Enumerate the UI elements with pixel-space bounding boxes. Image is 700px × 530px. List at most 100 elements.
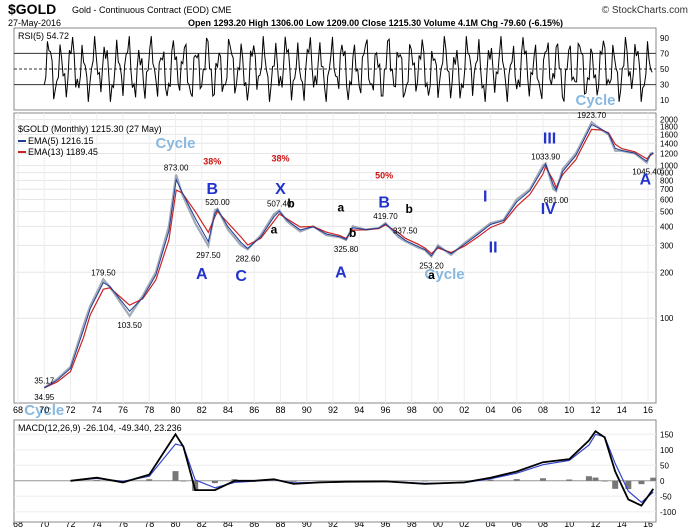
price-y-tick: 500: [660, 208, 674, 217]
wave-label: B: [206, 181, 218, 198]
x-tick-bottom: 02: [459, 519, 469, 529]
x-tick-top: 78: [144, 405, 154, 415]
macd-label: MACD(12,26,9) -26.104, -49.340, 23.236: [18, 423, 182, 433]
x-tick-top: 12: [590, 405, 600, 415]
price-legend-ema13: EMA(13) 1189.45: [28, 147, 98, 157]
x-tick-top: 86: [249, 405, 259, 415]
wave-label: Cycle: [155, 135, 195, 152]
x-tick-top: 70: [39, 405, 49, 415]
price-y-tick: 100: [660, 314, 674, 323]
price-point-label: 282.60: [235, 254, 260, 263]
x-tick-top: 98: [407, 405, 417, 415]
macd-histogram-bar: [513, 479, 520, 481]
wave-label: Cycle: [425, 266, 465, 283]
chart-date: 27-May-2016: [8, 18, 62, 28]
x-tick-top: 82: [197, 405, 207, 415]
x-tick-bottom: 84: [223, 519, 233, 529]
price-y-tick: 1400: [660, 139, 678, 148]
price-y-tick: 1200: [660, 149, 678, 158]
price-point-label: 1923.70: [577, 111, 606, 120]
x-tick-bottom: 96: [380, 519, 390, 529]
x-tick-bottom: 94: [354, 519, 364, 529]
price-point-label: 873.00: [164, 164, 189, 173]
x-tick-bottom: 80: [170, 519, 180, 529]
x-tick-bottom: 86: [249, 519, 259, 529]
x-tick-bottom: 08: [538, 519, 548, 529]
price-point-label: 520.00: [205, 198, 230, 207]
macd-y-tick: 50: [660, 461, 669, 470]
macd-histogram-bar: [650, 477, 657, 481]
wave-label: A: [640, 172, 652, 189]
rsi-y-tick: 50: [660, 65, 669, 74]
price-point-label: 179.50: [91, 268, 116, 277]
macd-histogram-bar: [421, 480, 428, 482]
x-tick-top: 96: [380, 405, 390, 415]
x-tick-top: 84: [223, 405, 233, 415]
price-y-tick: 200: [660, 268, 674, 277]
x-tick-bottom: 04: [485, 519, 495, 529]
x-tick-top: 94: [354, 405, 364, 415]
price-y-tick: 900: [660, 169, 674, 178]
wave-label: 50%: [375, 171, 393, 181]
macd-panel: [13, 419, 657, 523]
price-point-label: 507.40: [267, 200, 292, 209]
x-tick-top: 74: [92, 405, 102, 415]
wave-label: Cycle: [24, 402, 64, 419]
wave-label: A: [196, 266, 208, 283]
price-point-label: 35.17: [34, 376, 55, 385]
price-y-tick: 1800: [660, 123, 678, 132]
x-tick-bottom: 70: [39, 519, 49, 529]
brand-watermark: © StockCharts.com: [601, 5, 688, 16]
price-y-tick: 1600: [660, 130, 678, 139]
wave-label: II: [489, 239, 498, 256]
macd-histogram-bar: [625, 480, 632, 490]
x-tick-top: 10: [564, 405, 574, 415]
price-point-label: 1033.90: [531, 152, 560, 161]
x-tick-bottom: 88: [275, 519, 285, 529]
macd-histogram-bar: [540, 478, 546, 481]
price-legend-ema5: EMA(5) 1216.15: [28, 136, 94, 146]
price-point-label: 253.20: [419, 262, 444, 271]
macd-line: [70, 429, 655, 507]
macd-histogram-bar: [211, 480, 218, 484]
price-y-tick: 700: [660, 185, 674, 194]
rsi-layer: 90 70 50 30 10: [14, 34, 669, 105]
x-tick-bottom: 06: [512, 519, 522, 529]
ohlc-summary: Open 1293.20 High 1306.00 Low 1209.00 Cl…: [188, 18, 564, 28]
x-tick-top: 14: [617, 405, 627, 415]
macd-histogram-bar: [290, 480, 297, 482]
price-y-tick: 300: [660, 241, 674, 250]
x-tick-bottom: 90: [302, 519, 312, 529]
x-tick-bottom: 98: [407, 519, 417, 529]
x-tick-top: 88: [275, 405, 285, 415]
macd-y-tick: 150: [660, 430, 674, 439]
x-tick-bottom: 12: [590, 519, 600, 529]
x-tick-bottom: 68: [13, 519, 23, 529]
macd-histogram-bar: [146, 479, 153, 481]
price-point-label: 325.80: [334, 245, 359, 254]
wave-label: 38%: [271, 154, 289, 164]
label-layer: 35.17 34.95 179.50 103.50 873.00 297.50 520.00…: [24, 92, 661, 419]
price-point-label: 103.50: [117, 321, 142, 330]
x-tick-bottom: 16: [643, 519, 653, 529]
macd-histogram-bar: [566, 479, 573, 481]
x-tick-top: 02: [459, 405, 469, 415]
macd-y-tick: -100: [660, 508, 677, 517]
macd-y-tick: 100: [660, 446, 674, 455]
x-tick-bottom: 14: [617, 519, 627, 529]
x-tick-top: 08: [538, 405, 548, 415]
x-tick-bottom: 78: [144, 519, 154, 529]
wave-label: C: [235, 268, 247, 285]
x-tick-bottom: 82: [197, 519, 207, 529]
macd-histogram-bar: [601, 480, 608, 482]
price-y-tick: 600: [660, 195, 674, 204]
macd-histogram-bar: [585, 476, 592, 481]
rsi-y-tick: 90: [660, 34, 669, 43]
macd-histogram-bar: [612, 480, 619, 489]
price-point-label: 419.70: [373, 212, 398, 221]
wave-label: a: [338, 201, 345, 215]
macd-histogram-bar: [93, 480, 100, 481]
wave-label: a: [428, 268, 435, 282]
x-tick-top: 06: [512, 405, 522, 415]
x-tick-top: 68: [13, 405, 23, 415]
